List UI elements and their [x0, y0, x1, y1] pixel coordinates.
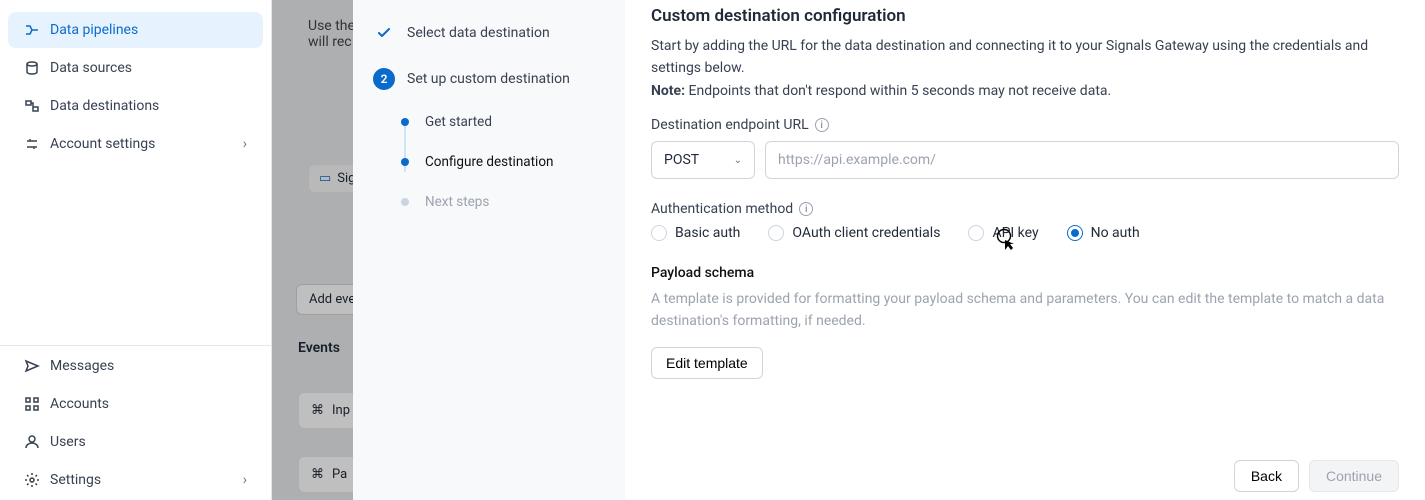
destinations-icon: [24, 98, 40, 114]
gear-icon: [24, 472, 40, 488]
sidebar-item-data-sources[interactable]: Data sources: [8, 50, 263, 86]
panel-description: Start by adding the URL for the data des…: [651, 36, 1399, 79]
radio-bullet: [1067, 225, 1083, 241]
radio-bullet: [968, 225, 984, 241]
sidebar-item-label: Account settings: [50, 136, 155, 152]
chevron-down-icon: ⌄: [734, 155, 742, 166]
sidebar-item-settings[interactable]: Settings: [8, 462, 263, 498]
radio-label: No auth: [1091, 225, 1140, 241]
continue-button[interactable]: Continue: [1309, 460, 1399, 492]
sidebar-item-label: Data pipelines: [50, 22, 138, 38]
radio-bullet: [651, 225, 667, 241]
substep-label: Get started: [425, 114, 492, 130]
info-icon[interactable]: i: [799, 202, 813, 216]
sidebar-item-data-pipelines[interactable]: Data pipelines: [8, 12, 263, 48]
auth-radio-oauth-client-credentials[interactable]: OAuth client credentials: [768, 225, 940, 241]
sidebar-item-users[interactable]: Users: [8, 424, 263, 460]
users-icon: [24, 434, 40, 450]
sidebar-item-accounts[interactable]: Accounts: [8, 386, 263, 422]
step-label: Set up custom destination: [407, 71, 570, 87]
sources-icon: [24, 60, 40, 76]
events-header: Events: [298, 340, 340, 356]
sidebar-item-label: Data destinations: [50, 98, 159, 114]
settings-icon: [24, 136, 40, 152]
substep-label: Configure destination: [425, 154, 554, 170]
substep-dot: [401, 198, 409, 206]
check-icon: [373, 22, 395, 44]
substep-dot: [401, 118, 409, 126]
accounts-icon: [24, 396, 40, 412]
edit-template-button[interactable]: Edit template: [651, 347, 763, 379]
radio-label: API key: [992, 225, 1038, 241]
radio-bullet: [768, 225, 784, 241]
payload-schema-description: A template is provided for formatting yo…: [651, 289, 1399, 332]
panel-title: Custom destination configuration: [651, 6, 1399, 26]
sidebar-item-data-destinations[interactable]: Data destinations: [8, 88, 263, 124]
http-method-select[interactable]: POST ⌄: [651, 141, 755, 179]
step-select-destination[interactable]: Select data destination: [373, 22, 607, 44]
pipelines-icon: [24, 22, 40, 38]
substep-configure-destination[interactable]: Configure destination: [401, 154, 607, 170]
auth-radio-basic-auth[interactable]: Basic auth: [651, 225, 740, 241]
back-button[interactable]: Back: [1234, 460, 1299, 492]
auth-radio-no-auth[interactable]: No auth: [1067, 225, 1140, 241]
wizard-stepper: Select data destination 2 Set up custom …: [353, 0, 625, 500]
wizard-modal: Select data destination 2 Set up custom …: [353, 0, 1425, 500]
info-icon[interactable]: i: [815, 118, 829, 132]
sidebar-item-account-settings[interactable]: Account settings: [8, 126, 263, 162]
config-panel: Custom destination configuration Start b…: [625, 0, 1425, 500]
sidebar-item-label: Accounts: [50, 396, 109, 412]
auth-field-label: Authentication method i: [651, 201, 1399, 217]
substep-dot: [401, 158, 409, 166]
sidebar-item-label: Users: [50, 434, 86, 450]
radio-label: OAuth client credentials: [792, 225, 940, 241]
radio-label: Basic auth: [675, 225, 740, 241]
sidebar-item-label: Data sources: [50, 60, 132, 76]
substep-get-started[interactable]: Get started: [401, 114, 607, 130]
substep-label: Next steps: [425, 194, 489, 210]
sidebar: Data pipelines Data sources Data destinati…: [0, 0, 272, 500]
step-number: 2: [373, 68, 395, 90]
endpoint-url-input[interactable]: https://api.example.com/: [765, 141, 1399, 179]
panel-note: Note: Endpoints that don't respond withi…: [651, 83, 1399, 99]
sidebar-item-label: Messages: [50, 358, 114, 374]
messages-icon: [24, 358, 40, 374]
bg-intro-text: Use the will rec: [308, 18, 355, 50]
step-label: Select data destination: [407, 25, 550, 41]
payload-schema-label: Payload schema: [651, 265, 1399, 281]
auth-radio-api-key[interactable]: API key: [968, 225, 1038, 241]
step-setup-custom[interactable]: 2 Set up custom destination: [373, 68, 607, 90]
sidebar-item-label: Settings: [50, 472, 101, 488]
sidebar-item-messages[interactable]: Messages: [8, 348, 263, 384]
substep-next-steps[interactable]: Next steps: [401, 194, 607, 210]
url-field-label: Destination endpoint URL i: [651, 117, 1399, 133]
